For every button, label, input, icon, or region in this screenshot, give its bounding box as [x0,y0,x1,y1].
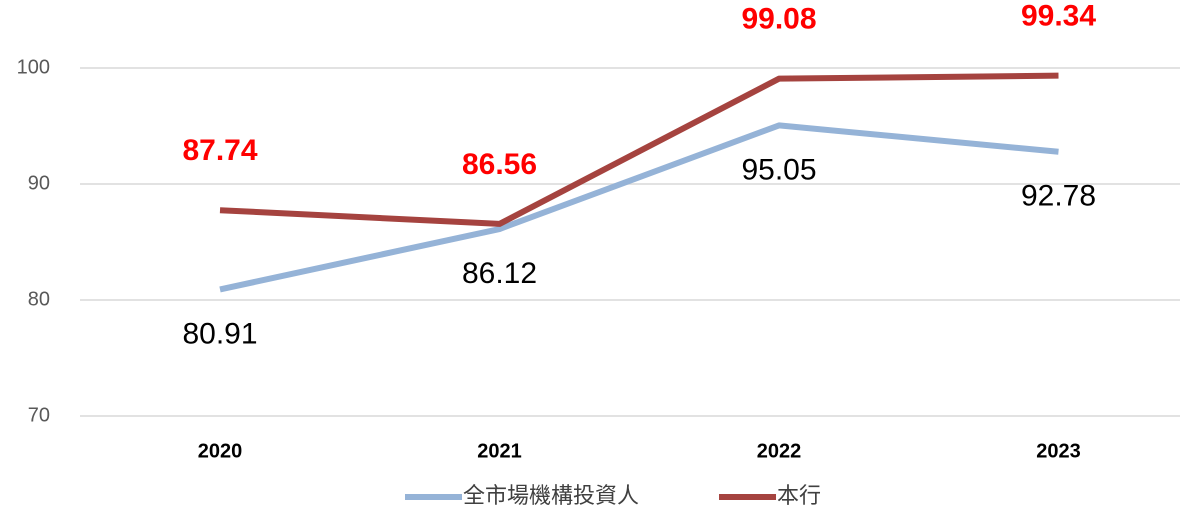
series-line [219,122,1059,293]
data-label: 99.34 [1021,0,1096,33]
y-tick-label: 100 [17,56,50,78]
series-line [219,72,1059,227]
data-label: 86.12 [462,257,537,290]
y-tick-label: 70 [28,404,50,426]
legend-label: 全市場機構投資人 [463,483,639,508]
data-label: 99.08 [741,3,816,36]
data-label: 80.91 [182,317,257,350]
data-label: 87.74 [182,134,257,167]
legend-label: 本行 [777,483,821,508]
x-tick-label: 2020 [198,440,243,462]
x-tick-label: 2023 [1036,440,1081,462]
data-label: 86.56 [462,148,537,181]
y-tick-label: 80 [28,288,50,310]
data-label: 95.05 [741,153,816,186]
x-tick-label: 2021 [477,440,522,462]
x-tick-label: 2022 [757,440,802,462]
data-label: 92.78 [1021,180,1096,213]
y-tick-label: 90 [28,172,50,194]
